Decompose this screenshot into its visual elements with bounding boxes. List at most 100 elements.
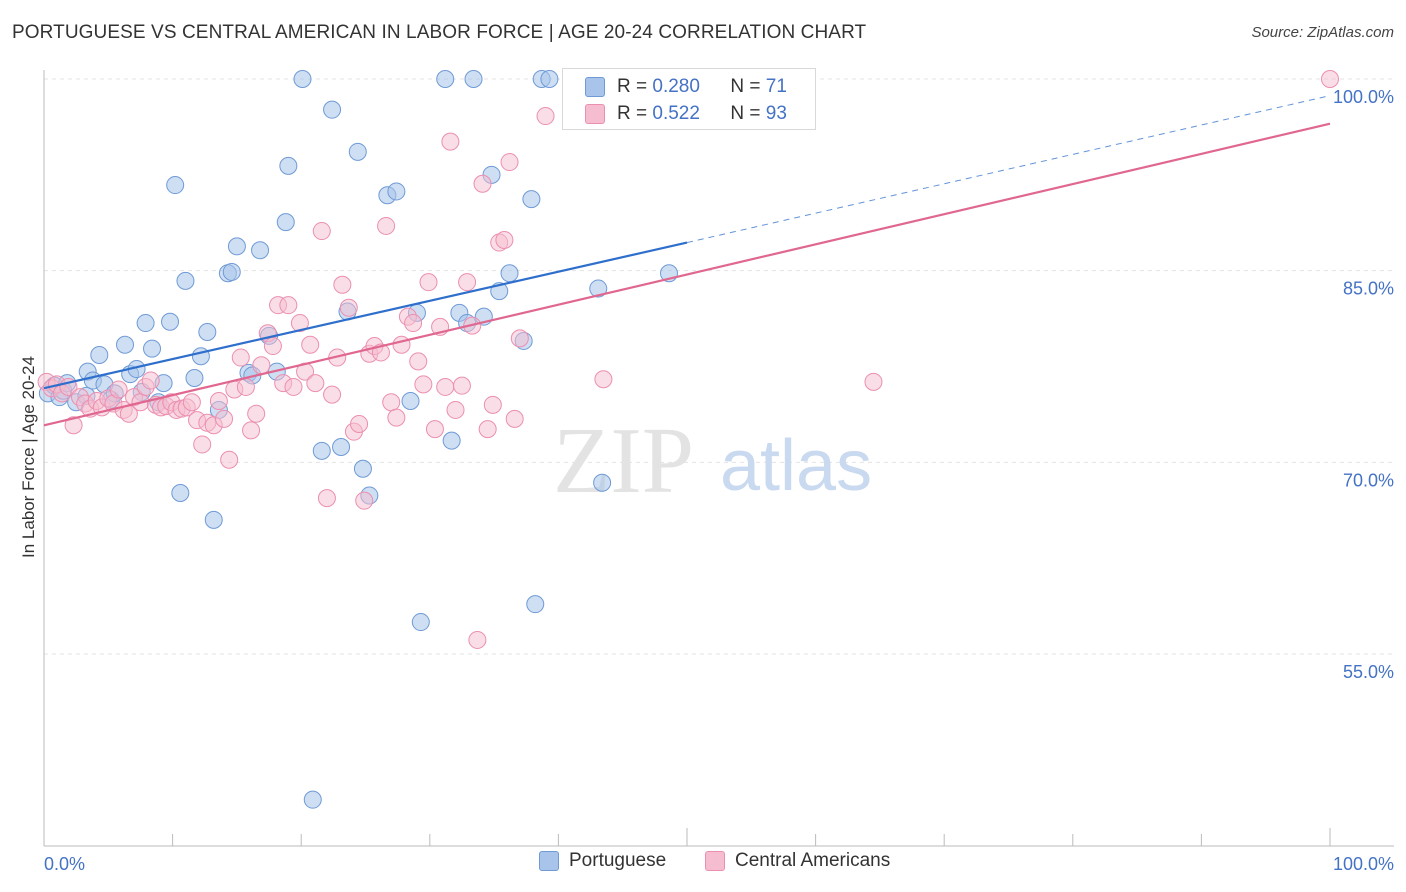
data-point-central-americans xyxy=(252,356,271,375)
data-point-central-americans xyxy=(242,421,261,440)
bottom-legend-item-portuguese[interactable]: Portuguese xyxy=(539,850,666,872)
data-point-central-americans xyxy=(446,400,465,419)
y-tick-label: 85.0% xyxy=(1343,279,1394,299)
data-point-central-americans xyxy=(536,107,555,126)
legend-r-value-central-americans: 0.522 xyxy=(652,103,700,124)
legend-n-label: N = xyxy=(730,76,761,97)
legend-n-label: N = xyxy=(730,103,761,124)
data-point-portuguese xyxy=(276,213,295,232)
data-point-central-americans xyxy=(478,420,497,439)
data-point-central-americans xyxy=(64,416,83,435)
source-label: Source: ZipAtlas.com xyxy=(1251,24,1394,41)
bottom-legend-label-portuguese: Portuguese xyxy=(569,850,667,871)
data-point-portuguese xyxy=(222,262,241,281)
legend-n-value-central-americans: 93 xyxy=(765,103,787,124)
data-point-portuguese xyxy=(251,241,270,260)
data-point-central-americans xyxy=(500,153,519,172)
data-point-central-americans xyxy=(441,132,460,151)
data-point-central-americans xyxy=(284,377,303,396)
data-point-portuguese xyxy=(293,70,312,88)
x-tick-label: 0.0% xyxy=(44,854,85,874)
data-point-central-americans xyxy=(301,335,320,354)
data-point-central-americans xyxy=(419,273,438,292)
axes xyxy=(43,70,1394,847)
data-point-portuguese xyxy=(593,473,612,492)
data-point-central-americans xyxy=(312,222,331,241)
data-point-portuguese xyxy=(90,346,109,364)
data-point-portuguese xyxy=(464,70,483,88)
data-point-central-americans xyxy=(473,174,492,193)
bottom-legend-label-central-americans: Central Americans xyxy=(735,850,891,871)
data-point-central-americans xyxy=(404,314,423,333)
data-point-central-americans xyxy=(409,352,428,371)
data-point-central-americans xyxy=(109,380,128,399)
data-point-portuguese xyxy=(540,70,559,88)
data-point-central-americans xyxy=(317,489,336,508)
data-point-portuguese xyxy=(116,335,135,354)
trendline-portuguese xyxy=(43,241,688,390)
data-point-central-americans xyxy=(483,395,502,414)
bottom-legend-swatch-portuguese xyxy=(539,851,559,871)
y-tick-label: 100.0% xyxy=(1333,87,1394,107)
bottom-legend-swatch-central-americans xyxy=(705,851,725,871)
data-point-portuguese xyxy=(332,438,351,456)
data-point-central-americans xyxy=(141,371,160,390)
data-point-central-americans xyxy=(247,404,266,423)
data-point-central-americans xyxy=(382,393,401,412)
legend-r-label: R = xyxy=(617,103,648,124)
legend-row-central-americans: R = 0.522 N = 93 xyxy=(585,102,787,126)
data-point-portuguese xyxy=(185,369,204,387)
data-point-central-americans xyxy=(350,415,369,433)
data-point-central-americans xyxy=(468,630,487,649)
data-point-portuguese xyxy=(161,312,180,331)
data-point-portuguese xyxy=(526,595,545,614)
data-point-central-americans xyxy=(193,435,212,454)
y-tick-labels: 100.0% 85.0% 70.0% 55.0% xyxy=(1333,87,1394,682)
data-point-central-americans xyxy=(387,408,406,427)
data-point-central-americans xyxy=(392,335,411,354)
data-point-portuguese xyxy=(176,271,195,290)
data-point-portuguese xyxy=(387,182,406,201)
chart-title: PORTUGUESE VS CENTRAL AMERICAN IN LABOR … xyxy=(12,22,867,43)
data-point-portuguese xyxy=(436,70,455,88)
data-point-central-americans xyxy=(355,491,374,510)
legend-swatch-central-americans xyxy=(585,104,605,124)
data-point-portuguese xyxy=(204,510,223,529)
data-point-portuguese xyxy=(198,323,217,341)
trendline-central-americans xyxy=(43,122,1331,427)
x-tick-labels: 0.0% 100.0% xyxy=(44,854,1394,874)
data-point-central-americans xyxy=(333,275,352,294)
legend-box: R = 0.280 N = 71 R = 0.522 N = 93 xyxy=(562,68,816,130)
data-point-central-americans xyxy=(290,314,309,333)
data-point-central-americans xyxy=(452,376,471,395)
bottom-legend: Portuguese Central Americans xyxy=(0,850,1406,880)
data-point-portuguese xyxy=(166,176,185,195)
legend-r-value-portuguese: 0.280 xyxy=(652,76,700,97)
data-point-central-americans xyxy=(323,385,342,404)
data-point-central-americans xyxy=(263,337,282,356)
series-central-americans-points xyxy=(37,70,1339,649)
trendlines xyxy=(43,95,1331,427)
data-point-central-americans xyxy=(425,420,444,439)
data-point-central-americans xyxy=(594,370,613,389)
legend-r-label: R = xyxy=(617,76,648,97)
data-point-central-americans xyxy=(182,393,201,412)
legend-row-portuguese: R = 0.280 N = 71 xyxy=(585,75,787,99)
data-point-portuguese xyxy=(353,459,372,478)
data-point-central-americans xyxy=(279,296,298,315)
data-point-central-americans xyxy=(510,329,529,348)
data-point-portuguese xyxy=(401,392,420,410)
data-point-central-americans xyxy=(339,298,358,317)
data-point-portuguese xyxy=(279,156,298,175)
data-point-portuguese xyxy=(171,484,190,502)
bottom-legend-item-central-americans[interactable]: Central Americans xyxy=(705,850,890,872)
data-point-portuguese xyxy=(411,613,430,632)
y-axis-label: In Labor Force | Age 20-24 xyxy=(19,356,38,558)
data-point-central-americans xyxy=(306,374,325,393)
data-point-portuguese xyxy=(227,237,246,256)
data-point-central-americans xyxy=(436,377,455,396)
data-point-portuguese xyxy=(522,190,541,209)
data-point-portuguese xyxy=(312,441,331,460)
data-point-portuguese xyxy=(143,339,162,358)
